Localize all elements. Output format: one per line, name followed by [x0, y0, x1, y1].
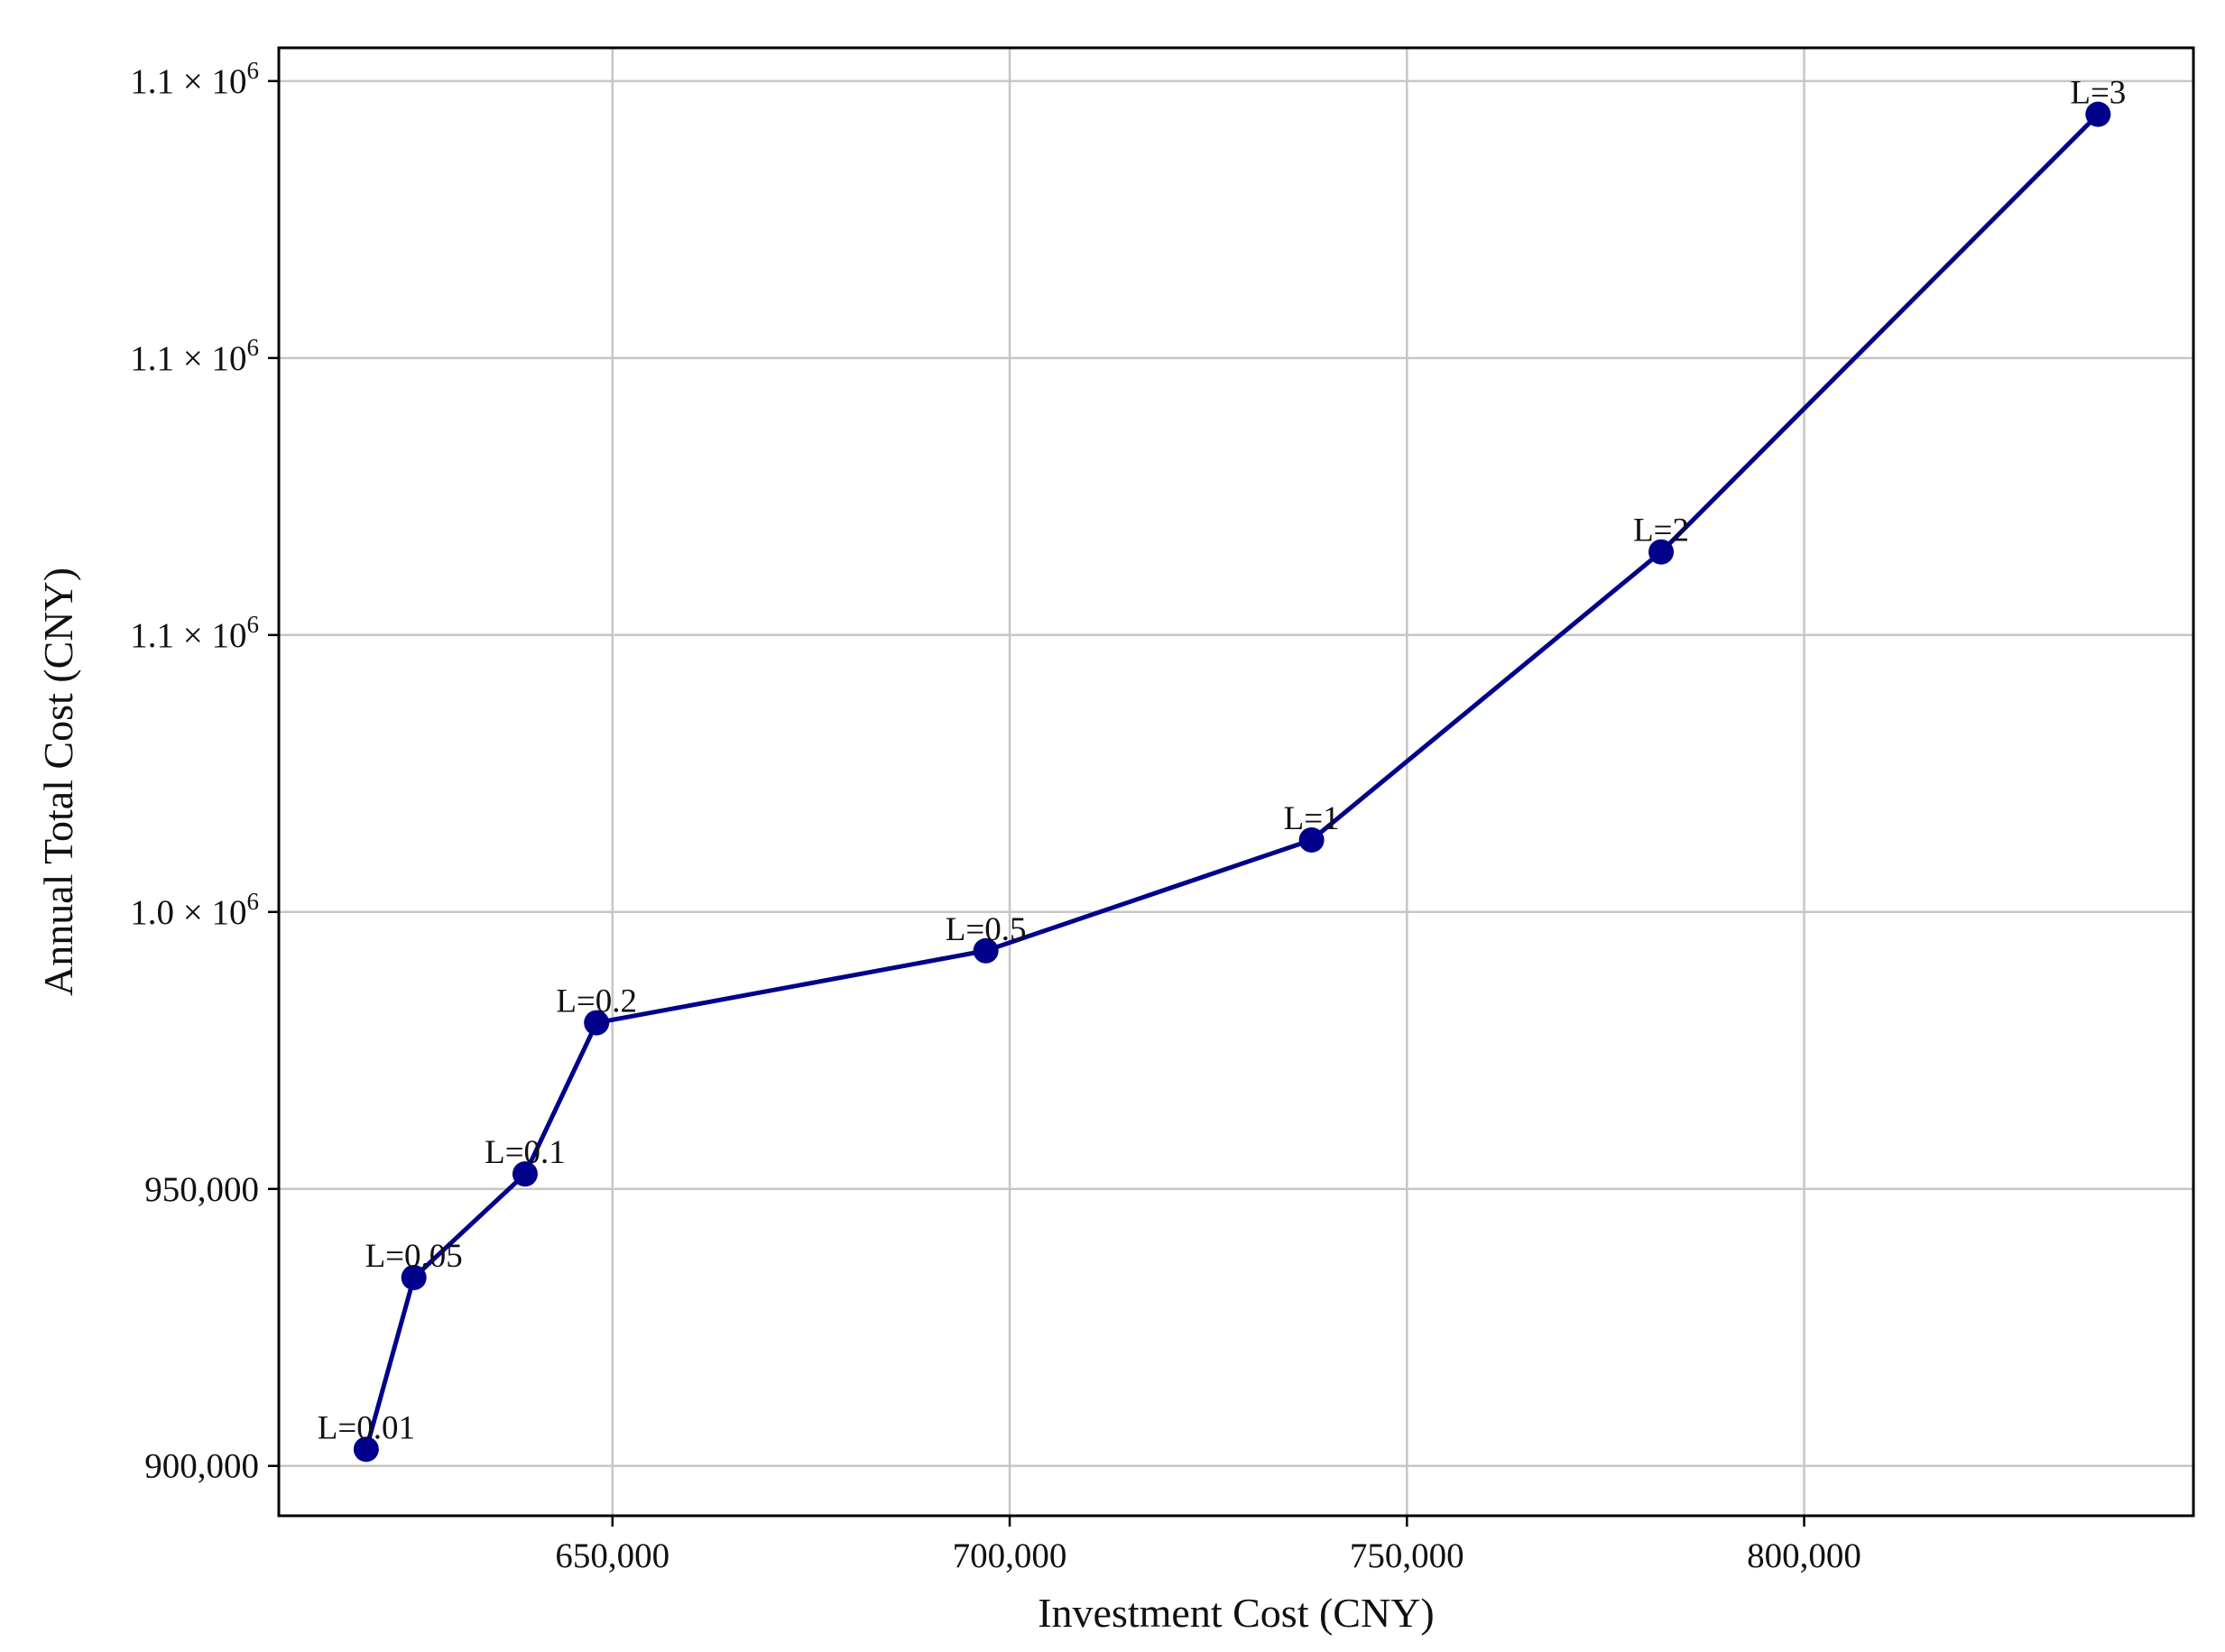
x-axis-label: Investment Cost (CNY) [1038, 1590, 1435, 1636]
x-tick-label: 700,000 [953, 1537, 1067, 1575]
series-layer [353, 101, 2111, 1463]
x-tick-label: 800,000 [1747, 1537, 1861, 1575]
y-tick-label-exponent: 6 [247, 888, 260, 915]
y-tick-label-exponent: 6 [247, 57, 260, 84]
y-tick-label: 1.1 × 106 [130, 57, 259, 101]
data-point-label: L=2 [1633, 512, 1689, 549]
y-tick-label-base: 950,000 [144, 1170, 259, 1209]
data-point-label: L=0.5 [946, 911, 1027, 948]
y-tick-label-base: 900,000 [144, 1447, 259, 1486]
series-line [364, 112, 2100, 1450]
y-tick-label-base: 1.1 × 10 [130, 62, 246, 101]
data-point [1648, 539, 1675, 565]
data-point-label: L=1 [1284, 800, 1340, 837]
y-tick-label-base: 1.0 × 10 [130, 893, 246, 932]
data-point [2085, 101, 2111, 127]
y-tick-label-base: 1.1 × 10 [130, 616, 246, 655]
y-tick-label: 1.0 × 106 [130, 888, 259, 932]
data-point-label: L=0.01 [318, 1409, 415, 1446]
data-point [353, 1436, 379, 1463]
x-tick-label: 650,000 [555, 1537, 669, 1575]
grid-lines [279, 48, 2193, 1516]
data-point-label: L=0.2 [556, 983, 637, 1020]
y-tick-label-exponent: 6 [247, 611, 260, 638]
data-point [584, 1010, 610, 1036]
y-tick-label: 1.1 × 106 [130, 611, 259, 655]
point-labels: L=0.01 L=0.05 L=0.1 L=0.2 L=0.5 L=1 L=2 L=3 [318, 75, 2127, 1447]
y-axis-label: Annual Total Cost (CNY) [35, 568, 81, 996]
y-tick-label: 1.1 × 106 [130, 334, 259, 378]
data-point [401, 1264, 427, 1290]
data-point [1298, 826, 1325, 853]
y-tick-label-exponent: 6 [247, 334, 260, 361]
data-point-label: L=0.1 [485, 1134, 566, 1171]
y-tick-label: 950,000 [144, 1170, 259, 1209]
data-point [512, 1161, 538, 1187]
data-point-label: L=0.05 [365, 1238, 463, 1275]
y-tick-label-base: 1.1 × 10 [130, 339, 246, 378]
data-point [973, 937, 999, 964]
plot-frame [277, 46, 2195, 1518]
axis-ticks: 650,000 700,000 750,000 800,000 900,000 950,0… [130, 57, 1861, 1575]
x-tick-label: 750,000 [1350, 1537, 1464, 1575]
data-point-label: L=3 [2070, 75, 2126, 112]
y-tick-label: 900,000 [144, 1447, 259, 1486]
